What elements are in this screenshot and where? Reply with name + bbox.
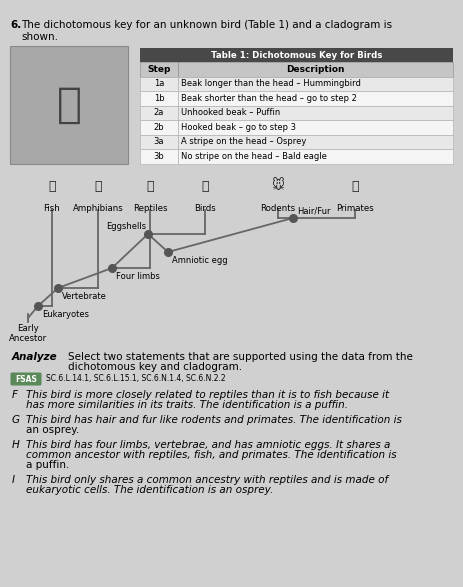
Text: 🐭: 🐭 bbox=[271, 180, 284, 193]
Text: Eggshells: Eggshells bbox=[106, 222, 146, 231]
Text: 🐸: 🐸 bbox=[94, 180, 102, 193]
FancyBboxPatch shape bbox=[11, 373, 42, 386]
Text: has more similarities in its traits. The identification is a puffin.: has more similarities in its traits. The… bbox=[26, 400, 348, 410]
Text: 🐦: 🐦 bbox=[201, 180, 209, 193]
Text: Analyze: Analyze bbox=[12, 352, 57, 362]
Text: Early
Ancestor: Early Ancestor bbox=[9, 324, 47, 343]
Text: 3a: 3a bbox=[154, 137, 164, 146]
Text: The dichotomous key for an unknown bird (Table 1) and a cladogram is
shown.: The dichotomous key for an unknown bird … bbox=[21, 20, 392, 42]
Text: Eukaryotes: Eukaryotes bbox=[42, 310, 89, 319]
Bar bbox=[140, 149, 178, 164]
Text: an osprey.: an osprey. bbox=[26, 425, 79, 435]
Text: Hooked beak – go to step 3: Hooked beak – go to step 3 bbox=[181, 123, 296, 131]
Text: H: H bbox=[12, 440, 20, 450]
Text: Hair/Fur: Hair/Fur bbox=[297, 207, 331, 216]
Text: SC.6.L.14.1, SC.6.L.15.1, SC.6.N.1.4, SC.6.N.2.2: SC.6.L.14.1, SC.6.L.15.1, SC.6.N.1.4, SC… bbox=[46, 375, 225, 383]
Bar bbox=[178, 134, 453, 149]
Text: a puffin.: a puffin. bbox=[26, 460, 69, 470]
Text: Fish: Fish bbox=[44, 204, 60, 213]
Text: 1b: 1b bbox=[154, 94, 164, 103]
Text: This bird only shares a common ancestry with reptiles and is made of: This bird only shares a common ancestry … bbox=[26, 475, 388, 485]
Bar bbox=[140, 91, 178, 106]
Text: 2a: 2a bbox=[154, 108, 164, 117]
Text: Step: Step bbox=[147, 65, 171, 74]
Text: This bird has hair and fur like rodents and primates. The identification is: This bird has hair and fur like rodents … bbox=[26, 415, 402, 425]
Text: Description: Description bbox=[286, 65, 345, 74]
Text: 🦎: 🦎 bbox=[146, 180, 154, 193]
Text: Unhooked beak – Puffin: Unhooked beak – Puffin bbox=[181, 108, 280, 117]
Bar bbox=[178, 106, 453, 120]
Text: Primates: Primates bbox=[336, 204, 374, 213]
Bar bbox=[140, 106, 178, 120]
Text: Rodents: Rodents bbox=[260, 204, 295, 213]
Text: 🐧: 🐧 bbox=[56, 84, 81, 126]
Text: Beak shorter than the head – go to step 2: Beak shorter than the head – go to step … bbox=[181, 94, 357, 103]
Text: 2b: 2b bbox=[154, 123, 164, 131]
Text: F: F bbox=[12, 390, 18, 400]
Bar bbox=[140, 120, 178, 134]
Text: 🐟: 🐟 bbox=[48, 180, 56, 193]
Text: 1a: 1a bbox=[154, 79, 164, 88]
Text: 6.: 6. bbox=[10, 20, 21, 30]
Bar bbox=[178, 76, 453, 91]
Text: Amphibians: Amphibians bbox=[73, 204, 123, 213]
Bar bbox=[178, 91, 453, 106]
Text: 3b: 3b bbox=[154, 152, 164, 161]
Bar bbox=[140, 48, 453, 62]
Bar bbox=[178, 149, 453, 164]
Text: A stripe on the head – Osprey: A stripe on the head – Osprey bbox=[181, 137, 307, 146]
Bar bbox=[140, 134, 178, 149]
Text: Select two statements that are supported using the data from the: Select two statements that are supported… bbox=[68, 352, 413, 362]
Text: Amniotic egg: Amniotic egg bbox=[172, 256, 228, 265]
Text: Reptiles: Reptiles bbox=[133, 204, 167, 213]
Bar bbox=[178, 120, 453, 134]
Text: eukaryotic cells. The identification is an osprey.: eukaryotic cells. The identification is … bbox=[26, 485, 273, 495]
Text: Birds: Birds bbox=[194, 204, 216, 213]
Text: dichotomous key and cladogram.: dichotomous key and cladogram. bbox=[68, 362, 242, 372]
Text: Four limbs: Four limbs bbox=[116, 272, 160, 281]
Text: Table 1: Dichotomous Key for Birds: Table 1: Dichotomous Key for Birds bbox=[211, 50, 382, 59]
Bar bbox=[140, 62, 178, 76]
Text: G: G bbox=[12, 415, 20, 425]
Text: This bird is more closely related to reptiles than it is to fish because it: This bird is more closely related to rep… bbox=[26, 390, 389, 400]
Text: Vertebrate: Vertebrate bbox=[62, 292, 107, 301]
Text: common ancestor with reptiles, fish, and primates. The identification is: common ancestor with reptiles, fish, and… bbox=[26, 450, 397, 460]
Text: FSAS: FSAS bbox=[15, 375, 37, 383]
Bar bbox=[10, 46, 128, 164]
Bar bbox=[140, 76, 178, 91]
Bar bbox=[178, 62, 453, 76]
Text: I: I bbox=[12, 475, 15, 485]
Text: 🐒: 🐒 bbox=[351, 180, 359, 193]
Text: This bird has four limbs, vertebrae, and has amniotic eggs. It shares a: This bird has four limbs, vertebrae, and… bbox=[26, 440, 390, 450]
Text: No stripe on the head – Bald eagle: No stripe on the head – Bald eagle bbox=[181, 152, 327, 161]
Text: Beak longer than the head – Hummingbird: Beak longer than the head – Hummingbird bbox=[181, 79, 361, 88]
